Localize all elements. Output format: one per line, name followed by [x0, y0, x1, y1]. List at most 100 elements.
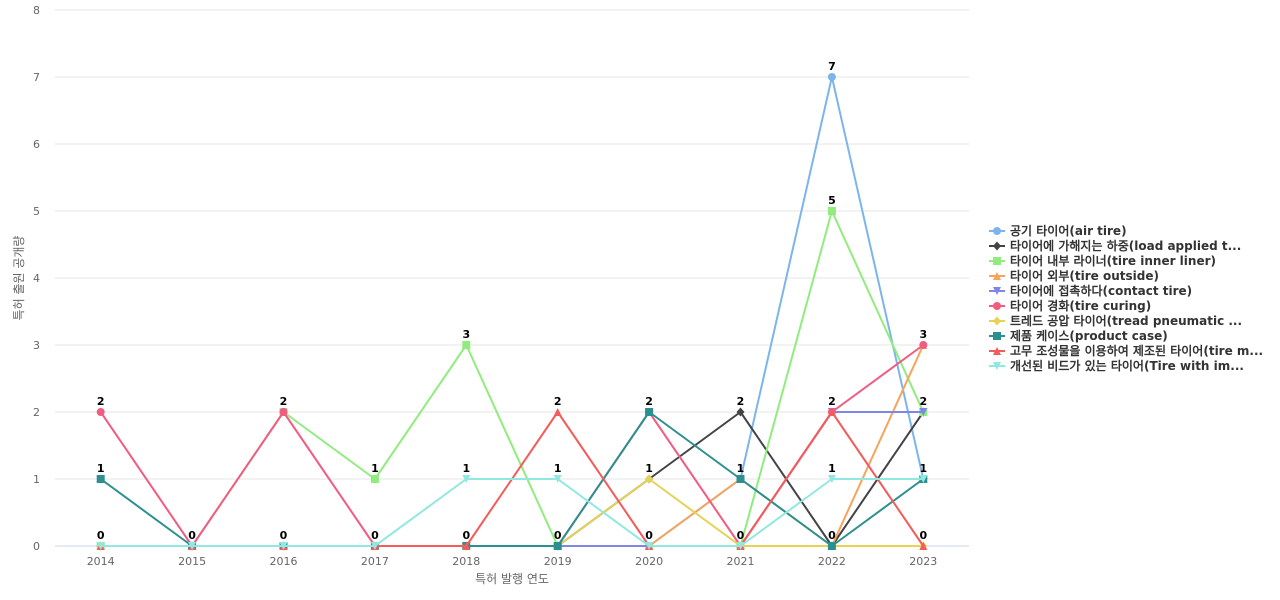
legend-item[interactable]: 개선된 비드가 있는 타이어(Tire with im... — [989, 358, 1244, 373]
data-label: 2 — [919, 395, 927, 408]
data-label: 2 — [645, 395, 653, 408]
x-tick-label: 2023 — [909, 555, 937, 568]
data-point[interactable] — [736, 542, 745, 550]
data-label: 2 — [97, 395, 105, 408]
data-point[interactable] — [827, 207, 836, 215]
data-point[interactable] — [279, 542, 288, 550]
data-label: 0 — [737, 529, 745, 542]
data-point[interactable] — [96, 408, 105, 416]
y-tick-label: 1 — [33, 473, 40, 486]
data-point[interactable] — [645, 474, 654, 484]
x-tick-label: 2018 — [452, 555, 480, 568]
data-label: 1 — [371, 462, 379, 475]
data-label: 0 — [645, 529, 653, 542]
data-point[interactable] — [645, 542, 654, 550]
data-point[interactable] — [736, 407, 745, 417]
legend-item[interactable]: 타이어 내부 라이너(tire inner liner) — [989, 253, 1216, 268]
legend-label: 고무 조성물을 이용하여 제조된 타이어(tire m... — [1010, 343, 1263, 358]
series-line — [100, 76, 925, 547]
data-point[interactable] — [919, 542, 928, 550]
data-label: 1 — [97, 462, 105, 475]
x-tick-label: 2014 — [87, 555, 115, 568]
legend-marker — [993, 272, 1001, 280]
series-line — [100, 478, 924, 547]
data-labels: 2 1 0 0 2 0 1 0 3 1 0 2 1 0 2 1 0 2 1 0 7 5 2 1 0 3 2 1 0 — [97, 60, 928, 542]
data-point[interactable] — [919, 475, 928, 483]
data-point[interactable] — [827, 475, 836, 483]
legend-item[interactable]: 타이어에 접촉하다(contact tire) — [989, 283, 1192, 298]
series-10 — [96, 475, 928, 550]
data-point[interactable] — [370, 475, 379, 483]
legend: 공기 타이어(air tire)타이어에 가해지는 하중(load applie… — [989, 223, 1263, 373]
data-label: 0 — [371, 529, 379, 542]
data-label: 1 — [645, 462, 653, 475]
legend-marker — [993, 332, 1001, 340]
data-point[interactable] — [462, 475, 471, 483]
legend-marker — [993, 241, 1001, 251]
data-point[interactable] — [645, 408, 654, 416]
data-point[interactable] — [96, 475, 105, 483]
legend-item[interactable]: 고무 조성물을 이용하여 제조된 타이어(tire m... — [989, 343, 1263, 358]
legend-item[interactable]: 공기 타이어(air tire) — [989, 223, 1127, 238]
y-axis-title: 특허 출원 공개량 — [12, 236, 26, 321]
legend-marker — [993, 347, 1001, 355]
legend-label: 타이어에 접촉하다(contact tire) — [1010, 283, 1192, 298]
data-label: 2 — [280, 395, 288, 408]
data-point[interactable] — [827, 73, 836, 81]
data-point[interactable] — [827, 542, 836, 550]
x-tick-label: 2021 — [727, 555, 755, 568]
legend-label: 타이어에 가해지는 하중(load applied t... — [1010, 238, 1241, 253]
x-tick-label: 2017 — [361, 555, 389, 568]
y-tick-label: 0 — [33, 540, 40, 553]
legend-item[interactable]: 타이어 외부(tire outside) — [989, 268, 1159, 283]
data-point[interactable] — [736, 475, 745, 483]
data-point[interactable] — [919, 341, 928, 349]
data-label: 0 — [828, 529, 836, 542]
data-point[interactable] — [279, 408, 288, 416]
data-label: 0 — [919, 529, 927, 542]
data-point[interactable] — [553, 475, 562, 483]
series-line — [100, 478, 924, 547]
legend-marker — [993, 227, 1001, 235]
data-point[interactable] — [188, 542, 197, 550]
data-point[interactable] — [919, 408, 928, 416]
legend-label: 타이어 경화(tire curing) — [1010, 298, 1151, 313]
y-axis-ticks: 0 1 2 3 4 5 6 7 8 — [33, 4, 40, 553]
legend-item[interactable]: 제품 케이스(product case) — [989, 328, 1168, 343]
x-tick-label: 2015 — [178, 555, 206, 568]
data-label: 0 — [280, 529, 288, 542]
y-tick-label: 7 — [33, 71, 40, 84]
legend-marker — [993, 362, 1001, 370]
legend-item[interactable]: 타이어에 가해지는 하중(load applied t... — [989, 238, 1241, 253]
series-line — [100, 210, 925, 547]
legend-item[interactable]: 타이어 경화(tire curing) — [989, 298, 1151, 313]
data-label: 1 — [737, 462, 745, 475]
data-label: 7 — [828, 60, 836, 73]
data-label: 0 — [188, 529, 196, 542]
data-point[interactable] — [462, 341, 471, 349]
data-point[interactable] — [827, 408, 836, 416]
series-lines — [96, 73, 928, 551]
data-label: 0 — [462, 529, 470, 542]
y-tick-label: 3 — [33, 339, 40, 352]
data-point[interactable] — [370, 542, 379, 550]
legend-marker — [993, 316, 1001, 326]
data-label: 1 — [462, 462, 470, 475]
legend-label: 트레드 공압 타이어(tread pneumatic ... — [1010, 313, 1242, 328]
data-label: 0 — [97, 529, 105, 542]
legend-marker — [993, 257, 1001, 265]
data-point[interactable] — [553, 408, 562, 416]
data-point[interactable] — [553, 542, 562, 550]
legend-label: 공기 타이어(air tire) — [1010, 223, 1127, 238]
data-point[interactable] — [96, 542, 105, 550]
data-label: 2 — [737, 395, 745, 408]
legend-marker — [993, 287, 1001, 295]
legend-marker — [993, 302, 1001, 310]
y-tick-label: 6 — [33, 138, 40, 151]
x-tick-label: 2019 — [544, 555, 572, 568]
data-point[interactable] — [462, 542, 471, 550]
legend-item[interactable]: 트레드 공압 타이어(tread pneumatic ... — [989, 313, 1242, 328]
data-label: 3 — [462, 328, 470, 341]
legend-label: 타이어 외부(tire outside) — [1010, 268, 1159, 283]
